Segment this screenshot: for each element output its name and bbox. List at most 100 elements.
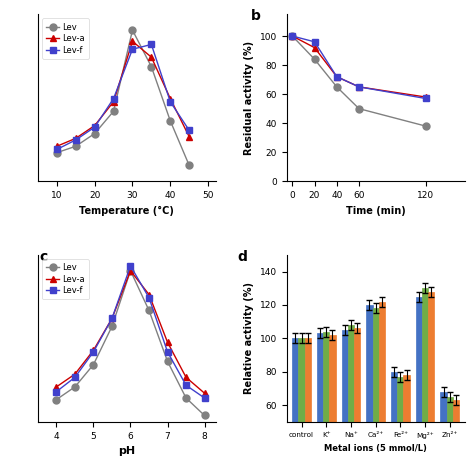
Bar	[323, 332, 329, 474]
Line: Lev: Lev	[54, 27, 192, 169]
Line: Lev-f: Lev-f	[289, 33, 429, 102]
Lev-a	[128, 268, 133, 273]
Lev-a	[290, 33, 295, 39]
Lev	[129, 27, 135, 33]
Bar	[416, 297, 422, 474]
Lev	[91, 362, 96, 367]
Bar	[453, 400, 459, 474]
Lev-a	[186, 134, 192, 139]
Bar	[366, 305, 373, 474]
Line: Lev: Lev	[53, 267, 208, 419]
Lev-f	[164, 349, 170, 355]
Lev	[72, 384, 78, 390]
Bar	[317, 333, 323, 474]
Lev-a	[312, 45, 318, 50]
Bar	[391, 372, 397, 474]
Legend: Lev, Lev-a, Lev-f: Lev, Lev-a, Lev-f	[42, 259, 89, 299]
Lev-f	[111, 96, 117, 101]
Lev-f	[109, 316, 115, 321]
Bar	[292, 338, 299, 474]
Lev-f	[186, 128, 192, 133]
Lev	[146, 308, 152, 313]
Line: Lev-a: Lev-a	[53, 267, 208, 397]
Line: Lev-a: Lev-a	[289, 33, 429, 100]
Y-axis label: Relative activity (%): Relative activity (%)	[244, 283, 254, 394]
Lev	[290, 33, 295, 39]
Lev	[111, 109, 117, 114]
Lev	[334, 84, 339, 90]
Lev-f	[54, 146, 60, 152]
Lev-a	[54, 144, 60, 149]
Bar	[299, 338, 305, 474]
Lev-f	[183, 383, 189, 388]
Lev-a	[146, 292, 152, 297]
Lev-f	[73, 137, 79, 143]
Lev	[186, 163, 192, 168]
Lev-a	[356, 84, 362, 90]
Lev-a	[111, 99, 117, 105]
Lev	[92, 131, 98, 137]
Y-axis label: Residual activity (%): Residual activity (%)	[244, 41, 254, 155]
Lev-f	[148, 42, 154, 47]
Lev-f	[129, 46, 135, 52]
X-axis label: Temperature (°C): Temperature (°C)	[79, 206, 174, 216]
Legend: Lev, Lev-a, Lev-f: Lev, Lev-a, Lev-f	[42, 18, 89, 59]
Lev	[54, 397, 59, 402]
Line: Lev-f: Lev-f	[54, 41, 192, 153]
Lev-a	[92, 123, 98, 128]
Bar	[354, 328, 360, 474]
Line: Lev: Lev	[289, 33, 429, 129]
Bar	[305, 338, 311, 474]
Lev-a	[167, 96, 173, 101]
Lev-a	[183, 374, 189, 380]
Bar	[342, 330, 348, 474]
Lev-a	[109, 316, 115, 321]
Lev-a	[129, 38, 135, 44]
Lev-f	[128, 263, 133, 269]
Lev-a	[202, 391, 208, 396]
Lev-f	[334, 74, 339, 80]
Lev-a	[72, 371, 78, 377]
Lev-f	[312, 39, 318, 45]
Text: d: d	[237, 250, 247, 264]
Lev	[202, 413, 208, 419]
Lev-a	[73, 136, 79, 141]
Lev-f	[290, 33, 295, 39]
Bar	[329, 335, 336, 474]
Lev-a	[334, 74, 339, 80]
Lev-f	[92, 124, 98, 130]
Lev-f	[72, 374, 78, 380]
Bar	[397, 377, 403, 474]
Bar	[428, 292, 434, 474]
Bar	[422, 288, 428, 474]
Lev-f	[91, 349, 96, 355]
Lev	[312, 56, 318, 62]
Lev-f	[167, 99, 173, 105]
Lev-f	[202, 395, 208, 401]
X-axis label: Time (min): Time (min)	[346, 206, 406, 216]
Lev-a	[148, 55, 154, 60]
Lev	[73, 144, 79, 149]
X-axis label: Metal ions (5 mmol/L): Metal ions (5 mmol/L)	[324, 444, 427, 453]
Bar	[379, 301, 385, 474]
Lev	[167, 118, 173, 124]
Bar	[348, 325, 354, 474]
Lev-f	[423, 96, 428, 101]
Lev-a	[54, 384, 59, 390]
Lev	[183, 395, 189, 401]
Lev	[423, 123, 428, 129]
Lev-f	[356, 84, 362, 90]
Lev	[54, 150, 60, 155]
Lev	[356, 106, 362, 111]
X-axis label: pH: pH	[118, 446, 136, 456]
Lev-f	[54, 389, 59, 394]
Text: b: b	[251, 9, 261, 23]
Lev-a	[164, 339, 170, 345]
Lev-a	[423, 94, 428, 100]
Text: c: c	[40, 250, 48, 264]
Bar	[403, 375, 410, 474]
Bar	[440, 392, 447, 474]
Lev	[128, 268, 133, 273]
Line: Lev-f: Lev-f	[53, 263, 208, 401]
Bar	[447, 397, 453, 474]
